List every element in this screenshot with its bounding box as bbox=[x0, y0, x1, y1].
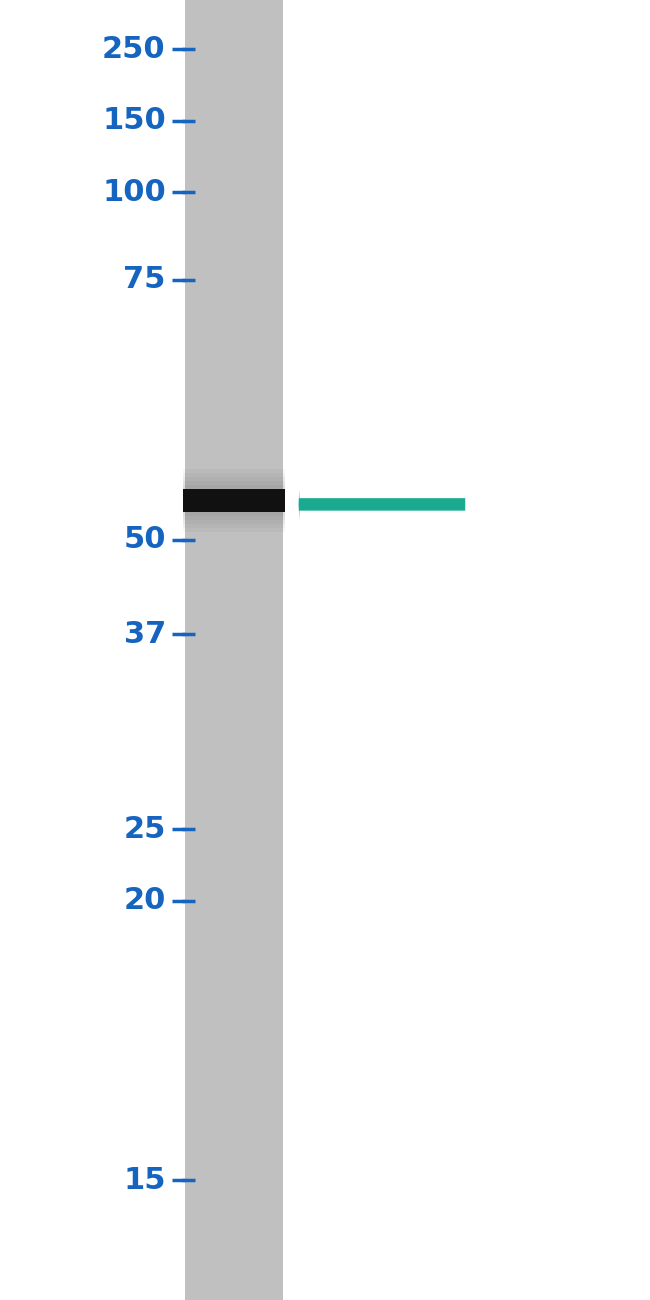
Bar bbox=[183, 469, 285, 473]
Text: 25: 25 bbox=[124, 815, 166, 844]
Text: 150: 150 bbox=[102, 107, 166, 135]
Text: 75: 75 bbox=[124, 265, 166, 294]
Bar bbox=[183, 489, 285, 512]
Bar bbox=[183, 477, 285, 481]
Bar bbox=[183, 485, 285, 489]
Bar bbox=[183, 524, 285, 528]
Bar bbox=[183, 481, 285, 485]
Bar bbox=[183, 512, 285, 516]
Text: 37: 37 bbox=[124, 620, 166, 649]
Bar bbox=[185, 0, 283, 1300]
Bar bbox=[183, 516, 285, 520]
Bar bbox=[183, 520, 285, 524]
Text: 250: 250 bbox=[102, 35, 166, 64]
Text: 100: 100 bbox=[102, 178, 166, 207]
Bar bbox=[183, 473, 285, 477]
Bar bbox=[183, 528, 285, 532]
Text: 50: 50 bbox=[124, 525, 166, 554]
Text: 20: 20 bbox=[124, 887, 166, 915]
Text: 15: 15 bbox=[124, 1166, 166, 1195]
